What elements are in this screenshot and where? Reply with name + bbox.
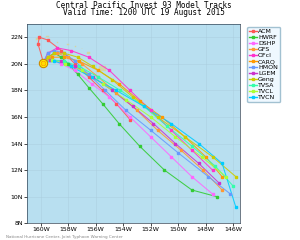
Text: Central Pacific Invest 93 Model Tracks: Central Pacific Invest 93 Model Tracks [56, 1, 232, 10]
Text: Valid Time: 1200 UTC 19 August 2015: Valid Time: 1200 UTC 19 August 2015 [63, 8, 225, 18]
Polygon shape [67, 44, 70, 45]
Polygon shape [74, 46, 76, 47]
Polygon shape [36, 38, 40, 40]
Polygon shape [87, 52, 90, 54]
Polygon shape [46, 36, 49, 37]
Legend: ACM, HWRF, DSHP, GFS, OFcl, CARQ, HMON, LGEM, Geng, TVSA, TVCL, TVCN: ACM, HWRF, DSHP, GFS, OFcl, CARQ, HMON, … [248, 27, 280, 102]
Polygon shape [82, 48, 83, 49]
Text: National Hurricane Center, Joint Typhoon Warning Center: National Hurricane Center, Joint Typhoon… [6, 235, 123, 239]
Polygon shape [100, 66, 106, 71]
Polygon shape [57, 42, 58, 43]
